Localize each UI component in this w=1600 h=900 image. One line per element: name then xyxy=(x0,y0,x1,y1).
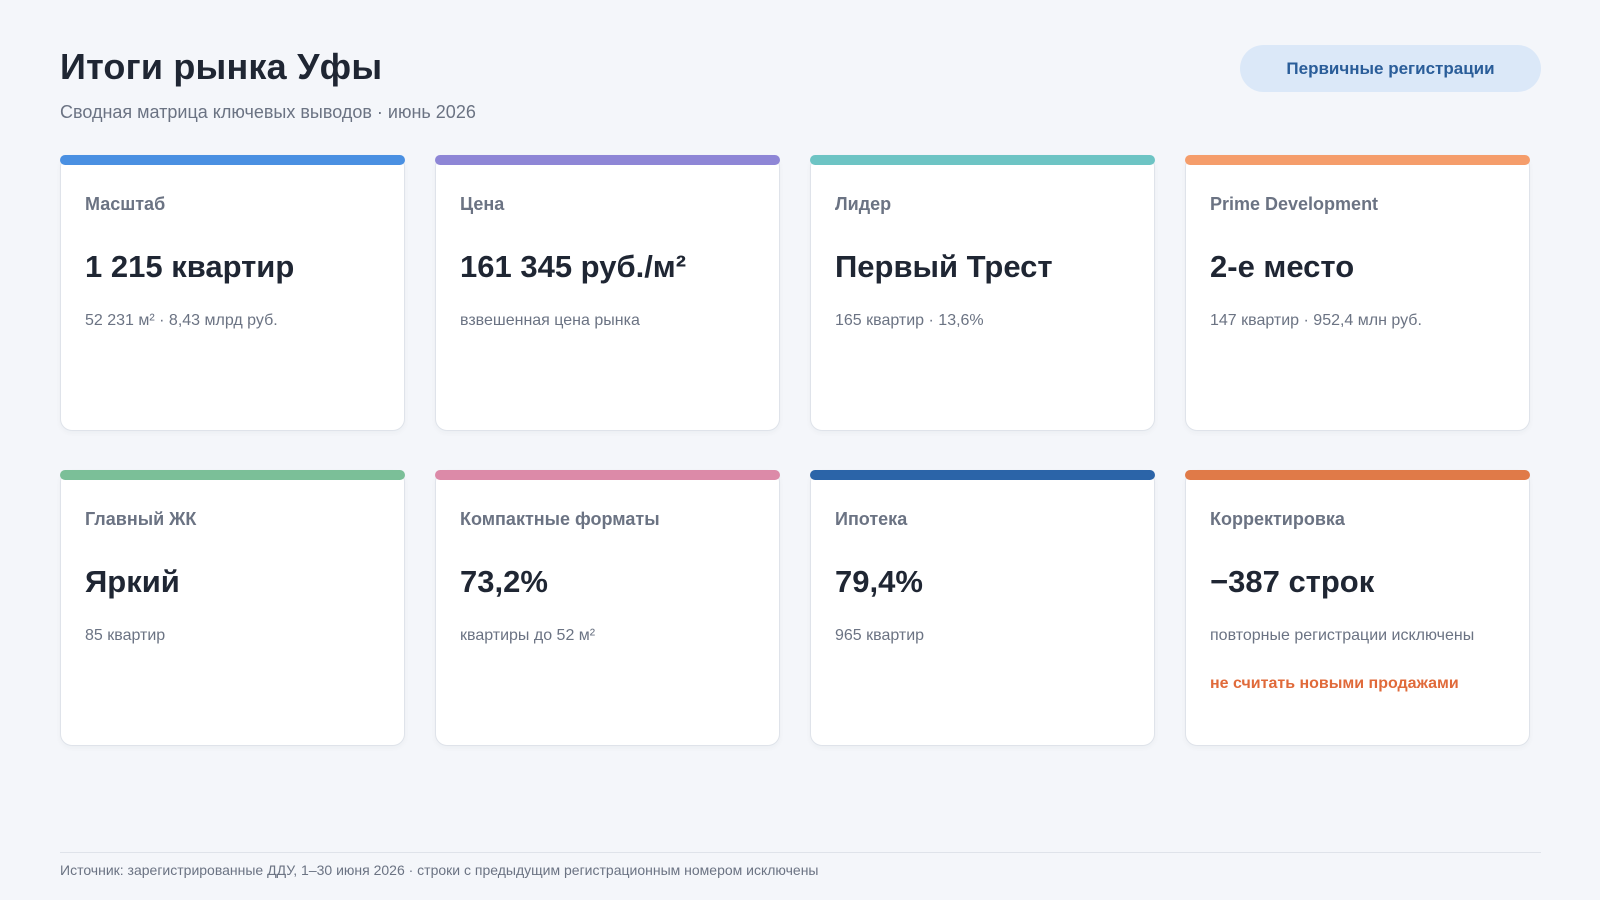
card-label: Корректировка xyxy=(1210,509,1345,529)
card-accent-bar xyxy=(810,155,1155,165)
card-label: Prime Development xyxy=(1210,194,1379,214)
card-prime-development: Prime Development 2-е место 147 квартир … xyxy=(1185,155,1530,431)
card-value: 79,4% xyxy=(835,564,923,599)
card-compact-formats: Компактные форматы 73,2% квартиры до 52 … xyxy=(435,470,780,746)
card-price: Цена 161 345 руб./м² взвешенная цена рын… xyxy=(435,155,780,431)
card-correction: Корректировка −387 строк повторные регис… xyxy=(1185,470,1530,746)
card-note: 165 квартир · 13,6% xyxy=(835,312,984,329)
card-note: 52 231 м² · 8,43 млрд руб. xyxy=(85,312,278,329)
card-label: Лидер xyxy=(835,194,892,214)
insights-grid: Масштаб 1 215 квартир 52 231 м² · 8,43 м… xyxy=(60,155,1530,746)
card-main-complex: Главный ЖК Яркий 85 квартир xyxy=(60,470,405,746)
card-leader: Лидер Первый Трест 165 квартир · 13,6% xyxy=(810,155,1155,431)
primary-registrations-badge[interactable]: Первичные регистрации xyxy=(1240,45,1541,92)
card-note: повторные регистрации исключены xyxy=(1210,627,1475,644)
card-accent-bar xyxy=(60,470,405,480)
card-value: Яркий xyxy=(85,564,180,599)
card-label: Масштаб xyxy=(85,194,166,214)
card-accent-bar xyxy=(810,470,1155,480)
card-note: взвешенная цена рынка xyxy=(460,312,640,329)
card-accent-bar xyxy=(435,470,780,480)
card-accent-bar xyxy=(60,155,405,165)
card-note: квартиры до 52 м² xyxy=(460,627,596,644)
card-accent-bar xyxy=(1185,155,1530,165)
card-scale: Масштаб 1 215 квартир 52 231 м² · 8,43 м… xyxy=(60,155,405,431)
card-label: Главный ЖК xyxy=(85,509,197,529)
page-header: Итоги рынка Уфы Сводная матрица ключевых… xyxy=(60,46,476,123)
card-note: 85 квартир xyxy=(85,627,166,644)
page-subtitle: Сводная матрица ключевых выводов · июнь … xyxy=(60,102,476,122)
card-warning: не считать новыми продажами xyxy=(1210,675,1459,692)
card-mortgage: Ипотека 79,4% 965 квартир xyxy=(810,470,1155,746)
card-note: 147 квартир · 952,4 млн руб. xyxy=(1210,312,1422,329)
card-label: Компактные форматы xyxy=(460,509,660,529)
card-value: 2-е место xyxy=(1210,249,1355,284)
page-title: Итоги рынка Уфы xyxy=(60,46,383,87)
card-value: 1 215 квартир xyxy=(85,249,295,284)
footer-divider xyxy=(60,852,1541,853)
card-accent-bar xyxy=(1185,470,1530,480)
card-value: Первый Трест xyxy=(835,249,1053,284)
source-note: Источник: зарегистрированные ДДУ, 1–30 и… xyxy=(60,862,819,878)
card-label: Цена xyxy=(460,194,505,214)
card-value: 73,2% xyxy=(460,564,548,599)
card-accent-bar xyxy=(435,155,780,165)
card-value: 161 345 руб./м² xyxy=(460,249,687,284)
card-label: Ипотека xyxy=(835,509,908,529)
card-note: 965 квартир xyxy=(835,627,925,644)
card-value: −387 строк xyxy=(1210,564,1375,599)
